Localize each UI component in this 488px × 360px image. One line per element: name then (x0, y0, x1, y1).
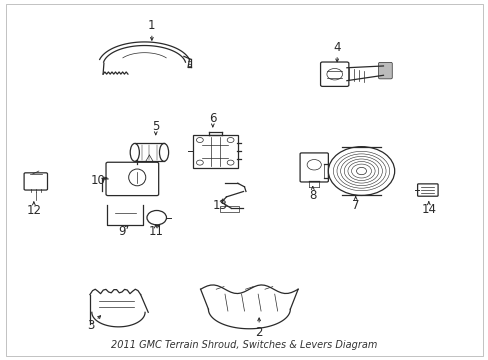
Text: 1: 1 (148, 19, 155, 32)
Text: 13: 13 (212, 199, 227, 212)
Text: 10: 10 (91, 174, 105, 186)
Text: 14: 14 (421, 203, 435, 216)
Text: 11: 11 (148, 225, 163, 238)
Text: 5: 5 (152, 120, 159, 133)
Text: 2: 2 (255, 326, 263, 339)
Text: 7: 7 (351, 199, 359, 212)
Text: 9: 9 (118, 225, 125, 238)
Text: 6: 6 (209, 112, 216, 125)
Text: 4: 4 (333, 41, 340, 54)
Text: 3: 3 (87, 319, 94, 332)
Text: 8: 8 (308, 189, 316, 202)
Text: 2011 GMC Terrain Shroud, Switches & Levers Diagram: 2011 GMC Terrain Shroud, Switches & Leve… (111, 340, 377, 350)
Text: 12: 12 (26, 204, 41, 217)
FancyBboxPatch shape (378, 62, 391, 79)
